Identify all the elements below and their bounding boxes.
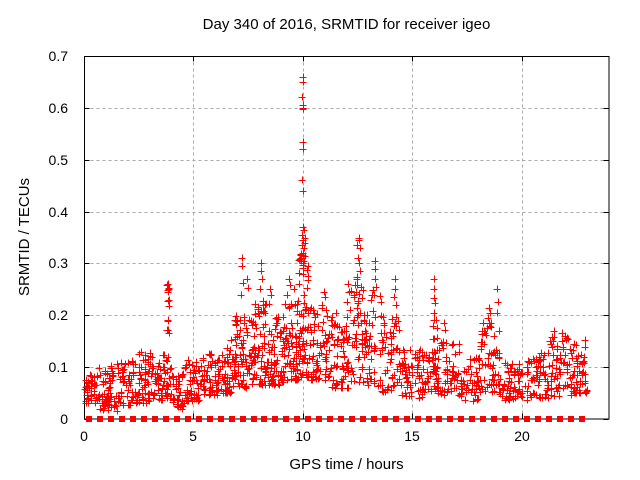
zero-line-square-marker <box>436 416 442 422</box>
zero-line-square-marker <box>546 416 552 422</box>
plot-border <box>84 56 610 420</box>
y-tick-label: 0.6 <box>49 100 69 116</box>
chart-title: Day 340 of 2016, SRMTID for receiver ige… <box>202 16 491 33</box>
zero-line-square-marker <box>480 416 486 422</box>
zero-line-square-marker <box>371 416 377 422</box>
zero-line-square-marker <box>338 416 344 422</box>
zero-line-square-marker <box>305 416 311 422</box>
y-tick-label: 0.1 <box>49 359 69 375</box>
zero-line-square-marker <box>86 416 92 422</box>
zero-line-square-marker <box>447 416 453 422</box>
axis-ticks <box>84 56 609 420</box>
zero-line-square-marker <box>524 416 530 422</box>
zero-line-square-marker <box>283 416 289 422</box>
x-tick-label: 10 <box>295 428 311 444</box>
zero-line-square-marker <box>557 416 563 422</box>
zero-line-square-marker <box>174 416 180 422</box>
zero-line-square-marker <box>185 416 191 422</box>
zero-line-square-marker <box>513 416 519 422</box>
zero-line-square-marker <box>240 416 246 422</box>
zero-line-square-marker <box>415 416 421 422</box>
x-axis-title: GPS time / hours <box>289 456 404 473</box>
zero-line-square-marker <box>568 416 574 422</box>
x-tick-label: 5 <box>189 428 197 444</box>
zero-line-square-marker <box>382 416 388 422</box>
zero-line-square-marker <box>327 416 333 422</box>
zero-line-square-marker <box>97 416 103 422</box>
x-tick-label: 20 <box>514 428 530 444</box>
x-tick-label: 15 <box>404 428 420 444</box>
zero-line-square-marker <box>130 416 136 422</box>
zero-line-square-marker <box>491 416 497 422</box>
y-tick-label: 0.3 <box>49 255 69 271</box>
zero-line-square-marker <box>229 416 235 422</box>
zero-line-square-marker <box>108 416 114 422</box>
zero-line-square-marker <box>404 416 410 422</box>
zero-line-square-marker <box>502 416 508 422</box>
zero-line-square-marker <box>196 416 202 422</box>
zero-line-square-marker <box>458 416 464 422</box>
zero-line-square-marker <box>218 416 224 422</box>
zero-line-square-marker <box>141 416 147 422</box>
zero-line-square-marker <box>426 416 432 422</box>
zero-line-square-marker <box>316 416 322 422</box>
srmtid-scatter-points <box>81 73 591 415</box>
zero-line-square-marker <box>579 416 585 422</box>
zero-line-square-marker <box>152 416 158 422</box>
zero-line-square-marker <box>163 416 169 422</box>
y-tick-label: 0.7 <box>49 48 69 64</box>
zero-line-square-marker <box>207 416 213 422</box>
zero-line-square-marker <box>294 416 300 422</box>
y-tick-label: 0 <box>60 411 68 427</box>
x-tick-label: 0 <box>80 428 88 444</box>
y-tick-label: 0.2 <box>49 307 69 323</box>
zero-line-square-marker <box>119 416 125 422</box>
zero-line-square-marker <box>360 416 366 422</box>
zero-line-square-marker <box>272 416 278 422</box>
y-tick-label: 0.4 <box>49 204 69 220</box>
zero-line-square-marker <box>261 416 267 422</box>
zero-line-square-marker <box>251 416 257 422</box>
zero-line-square-marker <box>535 416 541 422</box>
y-tick-label: 0.5 <box>49 152 69 168</box>
zero-line-square-marker <box>349 416 355 422</box>
zero-line-square-marker <box>469 416 475 422</box>
zero-line-square-marker <box>393 416 399 422</box>
